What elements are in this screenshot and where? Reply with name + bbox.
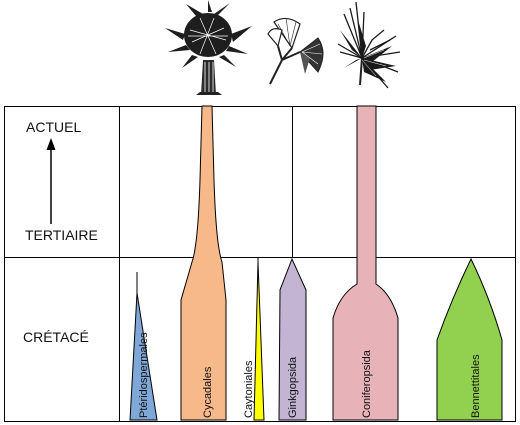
shape-coniferopsida <box>332 105 399 421</box>
palm-tree-icon <box>165 0 252 95</box>
time-arrow <box>46 138 56 224</box>
ginkgo-leaf-icon <box>267 17 324 85</box>
group-coniferopsida <box>332 105 399 421</box>
conifer-branch-icon <box>337 1 401 89</box>
shape-cycadales <box>180 105 227 421</box>
shape-caytoniales <box>253 261 265 421</box>
group-bennettitales <box>436 257 503 421</box>
shape-ginkgopsida <box>278 257 307 421</box>
group-ginkgopsida <box>278 257 307 421</box>
group-caytoniales <box>253 258 265 421</box>
period-label-tertiaire: TERTIAIRE <box>25 227 98 243</box>
period-label-actuel: ACTUEL <box>26 119 81 135</box>
label-cycadales: Cycadales <box>202 366 214 418</box>
label-caytoniales: Caytoniales <box>243 360 255 418</box>
diagram-grid <box>4 106 516 422</box>
label-coniferopsida: Coniferopsida <box>361 349 373 418</box>
period-label-cretace: CRÉTACÉ <box>23 329 89 345</box>
group-cycadales <box>180 105 227 421</box>
label-bennettitales: Bennettitales <box>470 354 482 418</box>
label-ginkgopsida: Ginkgopsida <box>287 356 299 418</box>
shape-bennettitales <box>436 257 503 421</box>
shape-pteridospermales <box>129 292 158 421</box>
label-pteridospermales: Ptéridospermales <box>138 332 150 418</box>
group-pteridospermales <box>129 272 158 421</box>
